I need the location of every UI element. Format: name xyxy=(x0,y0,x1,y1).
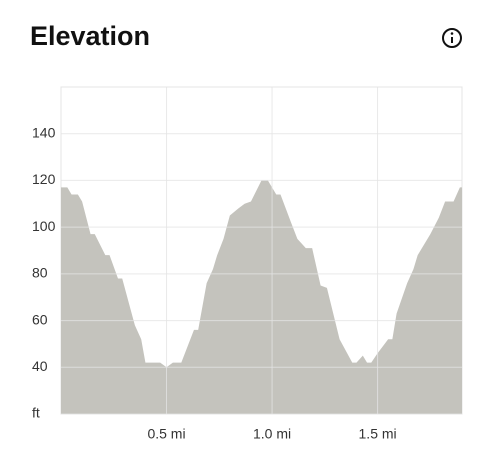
info-button[interactable] xyxy=(442,28,462,48)
elevation-area xyxy=(61,180,462,414)
y-tick-label: 140 xyxy=(32,124,56,140)
y-tick-label: ft xyxy=(32,405,40,421)
y-tick-label: 60 xyxy=(32,311,48,327)
x-tick-label: 1.5 mi xyxy=(359,426,397,442)
info-dot xyxy=(450,32,454,35)
y-tick-label: 80 xyxy=(32,265,48,281)
chart-title: Elevation xyxy=(30,21,150,51)
x-tick-label: 1.0 mi xyxy=(253,426,291,442)
x-tick-label: 0.5 mi xyxy=(147,426,185,442)
y-tick-label: 40 xyxy=(32,358,48,374)
info-icon[interactable] xyxy=(442,28,462,48)
y-tick-label: 120 xyxy=(32,171,56,187)
y-tick-label: 100 xyxy=(32,218,56,234)
